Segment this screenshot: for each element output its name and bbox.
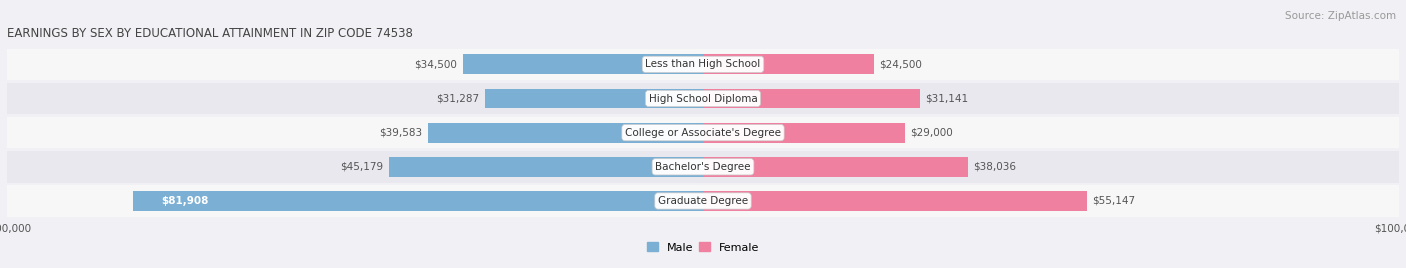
Bar [703, 157, 967, 177]
Bar [703, 123, 905, 143]
Text: $29,000: $29,000 [911, 128, 953, 138]
Bar [388, 157, 703, 177]
Text: $24,500: $24,500 [879, 59, 922, 69]
Text: High School Diploma: High School Diploma [648, 94, 758, 103]
Legend: Male, Female: Male, Female [647, 242, 759, 252]
Bar [703, 89, 920, 109]
Text: Less than High School: Less than High School [645, 59, 761, 69]
Bar [7, 151, 1399, 183]
Text: $31,287: $31,287 [436, 94, 479, 103]
Text: Graduate Degree: Graduate Degree [658, 196, 748, 206]
Bar [7, 117, 1399, 148]
Bar [7, 185, 1399, 217]
Bar [427, 123, 703, 143]
Bar [134, 191, 703, 211]
Text: EARNINGS BY SEX BY EDUCATIONAL ATTAINMENT IN ZIP CODE 74538: EARNINGS BY SEX BY EDUCATIONAL ATTAINMEN… [7, 27, 413, 40]
Bar [7, 83, 1399, 114]
Text: $31,141: $31,141 [925, 94, 969, 103]
Bar [485, 89, 703, 109]
Text: $81,908: $81,908 [162, 196, 209, 206]
Text: College or Associate's Degree: College or Associate's Degree [626, 128, 780, 138]
Bar [703, 54, 873, 74]
Text: $38,036: $38,036 [973, 162, 1017, 172]
Text: $39,583: $39,583 [378, 128, 422, 138]
Bar [7, 49, 1399, 80]
Bar [703, 191, 1087, 211]
Text: $34,500: $34,500 [415, 59, 457, 69]
Text: Bachelor's Degree: Bachelor's Degree [655, 162, 751, 172]
Text: $55,147: $55,147 [1092, 196, 1136, 206]
Text: $45,179: $45,179 [340, 162, 382, 172]
Text: Source: ZipAtlas.com: Source: ZipAtlas.com [1285, 11, 1396, 21]
Bar [463, 54, 703, 74]
